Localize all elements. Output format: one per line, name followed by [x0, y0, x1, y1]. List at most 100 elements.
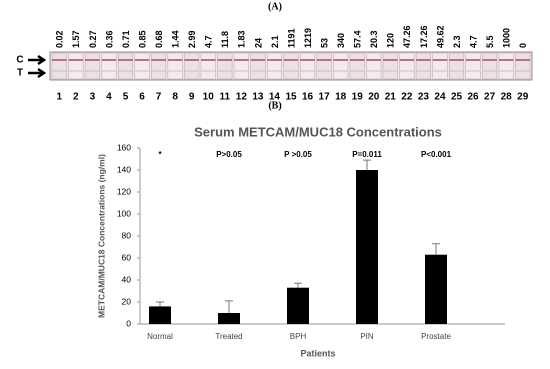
- concentration-label: 4.7: [468, 35, 478, 48]
- test-strip: [167, 52, 183, 80]
- strip-number: 25: [451, 92, 463, 103]
- y-tick-label: 80: [122, 230, 132, 240]
- test-strip: [51, 52, 67, 80]
- strip-number: 7: [156, 92, 162, 103]
- bar: [425, 254, 447, 324]
- test-strip: [117, 52, 134, 80]
- strip-number: 17: [319, 92, 331, 103]
- strip-number: 2: [73, 92, 79, 103]
- strip-number: 1: [56, 92, 62, 103]
- test-strip: [200, 52, 216, 80]
- strip-number: 21: [385, 92, 397, 103]
- y-tick-label: 120: [117, 186, 131, 196]
- annotation: P >0.05: [284, 150, 312, 159]
- concentration-label: 2.1: [270, 35, 280, 48]
- test-strip: [184, 52, 200, 80]
- y-tick-label: 40: [122, 274, 132, 284]
- concentration-label: 1191: [286, 28, 296, 48]
- test-strip: [316, 52, 332, 80]
- concentration-label: 0.27: [88, 30, 98, 48]
- strip-number: 24: [434, 92, 446, 103]
- x-tick-label: PIN: [360, 332, 374, 341]
- strip-number: 26: [468, 92, 480, 103]
- strip-number: 8: [172, 92, 178, 103]
- control-label: C: [16, 55, 23, 66]
- strip-number: 10: [203, 92, 215, 103]
- y-tick-label: 160: [117, 142, 131, 152]
- concentration-label: 0.71: [121, 30, 131, 48]
- strip-number: 14: [269, 92, 281, 103]
- test-strip: [366, 52, 382, 80]
- strip-number: 29: [517, 92, 529, 103]
- x-tick-label: Normal: [147, 332, 173, 341]
- concentration-label: 1.57: [71, 30, 81, 48]
- test-strip: [498, 52, 514, 80]
- concentration-label: 1.44: [171, 30, 181, 48]
- bar: [149, 306, 171, 324]
- test-strip: [68, 52, 84, 80]
- concentration-label: 0.85: [137, 30, 147, 48]
- error-bar: [294, 282, 302, 288]
- y-tick-label: 60: [122, 252, 132, 262]
- y-tick-label: 140: [117, 164, 131, 174]
- strip-number: 15: [285, 92, 297, 103]
- test-strip: [151, 52, 167, 80]
- concentration-label: 0.68: [154, 30, 164, 48]
- error-bar: [432, 243, 440, 255]
- test-strip: [465, 52, 481, 80]
- strip-number: 9: [189, 92, 195, 103]
- concentration-label: 2.3: [452, 35, 462, 48]
- x-tick-label: Prostate: [421, 332, 451, 341]
- arrow: [28, 67, 47, 79]
- annotation: P=0.011: [352, 150, 382, 159]
- strip-number: 27: [484, 92, 496, 103]
- bar: [287, 287, 309, 324]
- test-strip: [515, 52, 531, 80]
- concentration-label: 120: [386, 33, 396, 48]
- strip-number: 4: [106, 92, 112, 103]
- strip-number: 23: [418, 92, 430, 103]
- test-strip: [415, 52, 431, 80]
- panel-label: (B): [268, 100, 281, 111]
- test-label: T: [17, 68, 23, 79]
- annotation: P>0.05: [216, 150, 242, 159]
- strip-number: 6: [139, 92, 145, 103]
- concentration-label: 11.8: [220, 31, 230, 48]
- y-tick-label: 100: [117, 208, 131, 218]
- concentration-label: 47.26: [402, 25, 412, 48]
- concentration-label: 5.5: [485, 35, 495, 48]
- x-tick-label: BPH: [290, 332, 307, 341]
- test-strip: [448, 52, 465, 80]
- strip-number: 20: [368, 92, 380, 103]
- strip-number: 19: [352, 92, 364, 103]
- strip-number: 11: [220, 92, 231, 103]
- strip-number: 13: [252, 92, 264, 103]
- concentration-label: 1219: [303, 28, 313, 48]
- concentration-label: 0.02: [55, 30, 65, 48]
- concentration-label: 24: [253, 38, 263, 48]
- test-strip: [250, 52, 266, 80]
- concentration-label: 53: [319, 38, 329, 48]
- strip-number: 5: [123, 92, 129, 103]
- annotation: P<0.001: [421, 150, 452, 159]
- concentration-label: 4.7: [204, 35, 214, 48]
- concentration-label: 1000: [502, 28, 512, 48]
- test-strip: [84, 52, 100, 80]
- y-axis-label: METCAM/MUC18 Concentrations (ng/ml): [96, 154, 106, 318]
- concentration-label: 340: [336, 33, 346, 48]
- y-tick-label: 0: [126, 318, 131, 328]
- test-strip: [382, 52, 398, 80]
- test-strip: [300, 52, 316, 80]
- test-strip: [283, 52, 299, 80]
- chart-title: Serum METCAM/MUC18 Concentrations: [194, 124, 442, 139]
- strip-number: 12: [236, 92, 248, 103]
- arrow: [28, 54, 47, 66]
- test-strip: [333, 52, 349, 80]
- bar: [356, 170, 378, 324]
- strip-number: 22: [401, 92, 413, 103]
- concentration-label: 57.4: [353, 30, 363, 48]
- test-strip: [349, 52, 365, 80]
- error-bar: [156, 301, 164, 307]
- error-bar: [225, 300, 233, 313]
